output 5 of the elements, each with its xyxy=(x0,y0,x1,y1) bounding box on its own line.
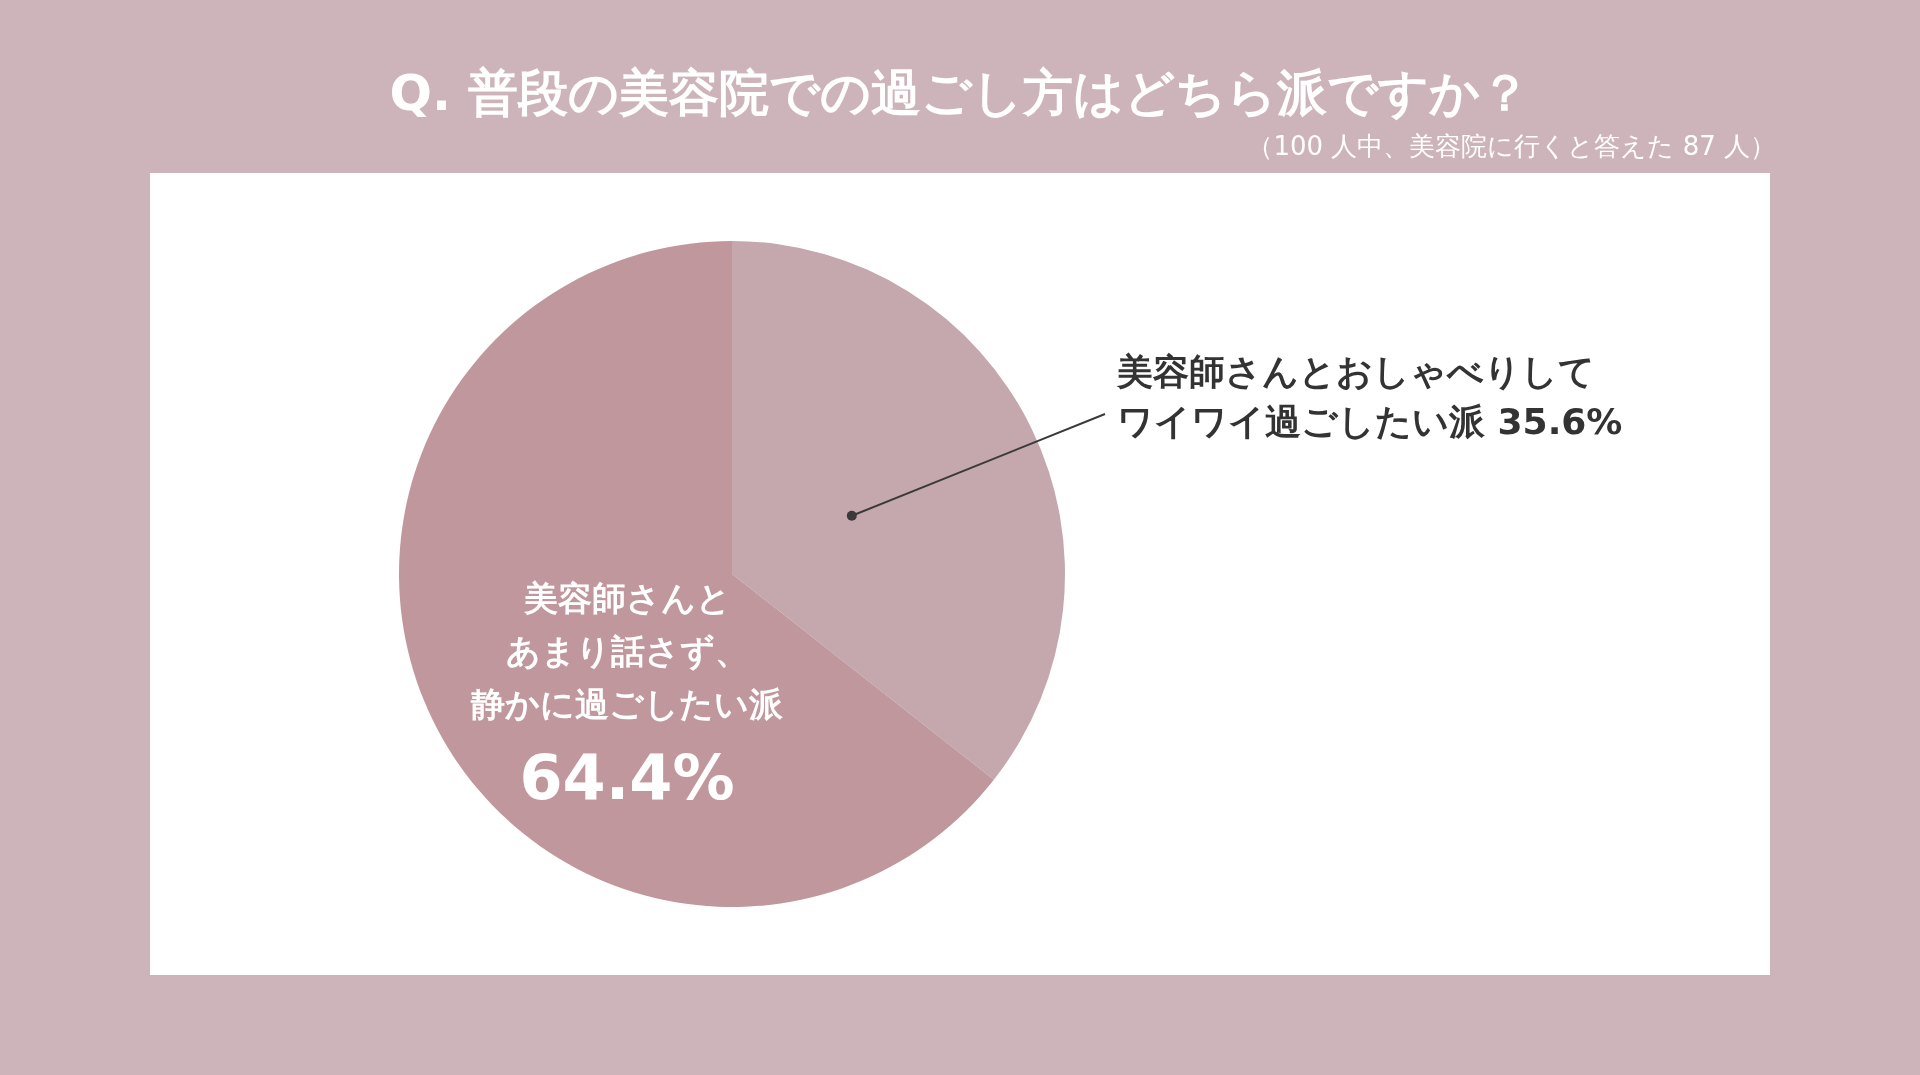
chart-subtitle: （100 人中、美容院に行くと答えた 87 人） xyxy=(1247,131,1776,161)
slice-label: 美容師さんとおしゃべりしてワイワイ過ごしたい派 35.6% xyxy=(1116,351,1623,442)
slice-label: 美容師さんとあまり話さず、静かに過ごしたい派 xyxy=(470,578,784,724)
data-label: 64.4% xyxy=(519,741,735,814)
chart-title: Q. 普段の美容院での過ごし方はどちら派ですか？ xyxy=(389,64,1531,122)
